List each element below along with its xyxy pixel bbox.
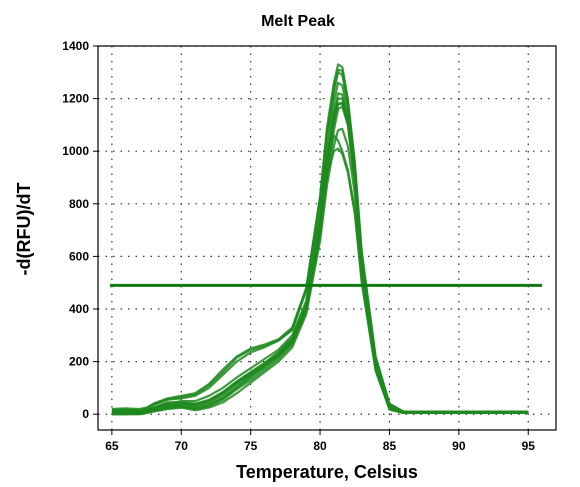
x-tick-label: 95 (522, 439, 536, 453)
y-axis-label: -d(RFU)/dT (14, 183, 34, 276)
x-tick-label: 75 (244, 439, 258, 453)
x-tick-label: 90 (452, 439, 466, 453)
plot-grid (98, 45, 556, 430)
melt-curve-line (111, 102, 529, 415)
x-axis-label: Temperature, Celsius (236, 462, 418, 482)
x-tick-label: 70 (175, 439, 189, 453)
x-axis-ticks: 65 70 75 80 85 90 95 (105, 430, 535, 453)
melt-curves (111, 63, 529, 416)
y-tick-label: 0 (82, 407, 89, 421)
y-tick-label: 800 (69, 197, 89, 211)
melt-curve-line (111, 92, 529, 414)
y-tick-label: 600 (69, 249, 89, 263)
y-axis-ticks: 0 200 400 600 800 1000 1200 1400 (62, 39, 98, 421)
x-tick-label: 80 (313, 439, 327, 453)
y-tick-label: 1000 (62, 144, 89, 158)
plot-frame (97, 45, 557, 431)
y-tick-label: 400 (69, 302, 89, 316)
x-tick-label: 85 (383, 439, 397, 453)
y-tick-label: 1200 (62, 92, 89, 106)
melt-curve-line (111, 105, 529, 416)
chart-title: Melt Peak (261, 13, 335, 30)
melt-curve-line (111, 134, 529, 414)
x-tick-label: 65 (105, 439, 119, 453)
y-tick-label: 1400 (62, 39, 89, 53)
melt-curve-line (111, 97, 529, 414)
y-tick-label: 200 (69, 355, 89, 369)
